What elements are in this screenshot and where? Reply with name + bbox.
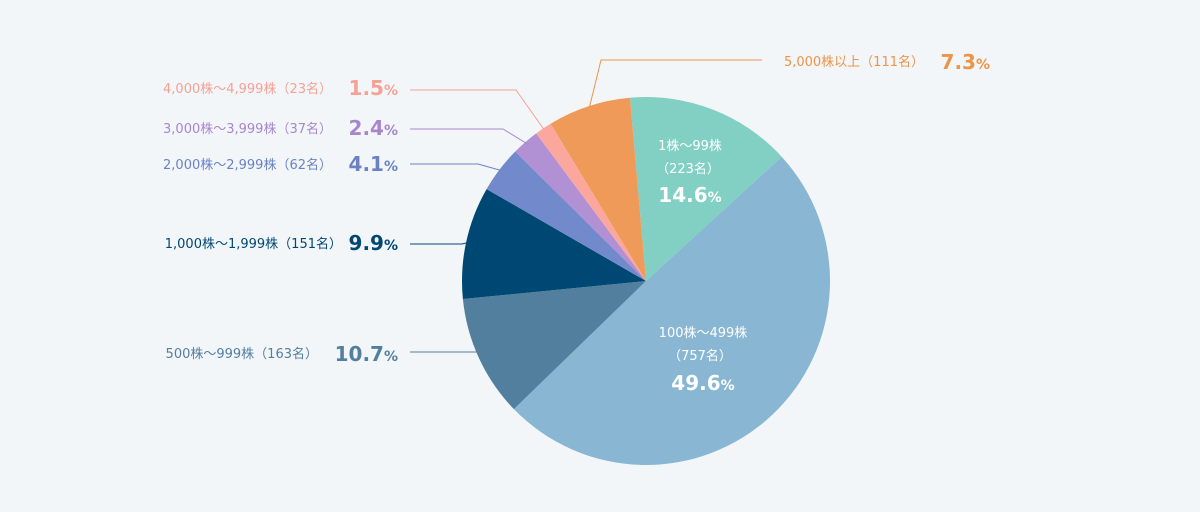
pie-slice-s2 xyxy=(513,156,831,466)
pie-slice-s4 xyxy=(462,189,646,300)
pie-slice-s8 xyxy=(550,97,646,281)
label-pct-2000-2999: 4.1% xyxy=(349,152,398,176)
slice-label-100-499: 100株～499株 xyxy=(659,326,748,341)
leader-line-s3 xyxy=(410,351,482,358)
label-name-3000-3999: 3,000株～3,999株（37名） xyxy=(163,121,332,137)
label-name-500-999: 500株～999株（163名） xyxy=(166,346,318,362)
label-pct-1000-1999: 9.9% xyxy=(349,231,398,255)
leader-line-s7 xyxy=(410,89,545,131)
label-name-1000-1999: 1,000株～1,999株（151名） xyxy=(165,236,342,252)
leader-lines xyxy=(410,59,762,358)
slice-count-100-499: （757名） xyxy=(668,348,732,364)
slice-count-1-99: （223名） xyxy=(656,161,720,177)
label-name-4000-4999: 4,000株～4,999株（23名） xyxy=(163,81,332,97)
pie-slice-s5 xyxy=(486,151,646,281)
slice-pct-100-499: 49.6% xyxy=(671,371,734,395)
pie-slices xyxy=(462,96,831,466)
leader-line-s4 xyxy=(410,242,469,245)
slice-pct-1-99: 14.6% xyxy=(658,183,721,207)
label-pct-5000-plus: 7.3% xyxy=(941,50,990,74)
leader-line-s6 xyxy=(410,128,527,144)
leader-line-s8 xyxy=(588,59,762,109)
label-pct-4000-4999: 1.5% xyxy=(349,76,398,100)
leader-line-s5 xyxy=(410,163,502,171)
pie-slice-s7 xyxy=(536,123,646,281)
label-pct-3000-3999: 2.4% xyxy=(349,116,398,140)
pie-slice-s6 xyxy=(515,133,646,281)
pie-slice-s1 xyxy=(629,96,782,282)
slice-label-1-99: 1株～99株 xyxy=(658,139,722,154)
label-name-5000-plus: 5,000株以上（111名） xyxy=(784,54,924,70)
label-pct-500-999: 10.7% xyxy=(335,342,398,366)
pie-slice-s3 xyxy=(462,281,646,410)
label-name-2000-2999: 2,000株～2,999株（62名） xyxy=(163,157,332,173)
